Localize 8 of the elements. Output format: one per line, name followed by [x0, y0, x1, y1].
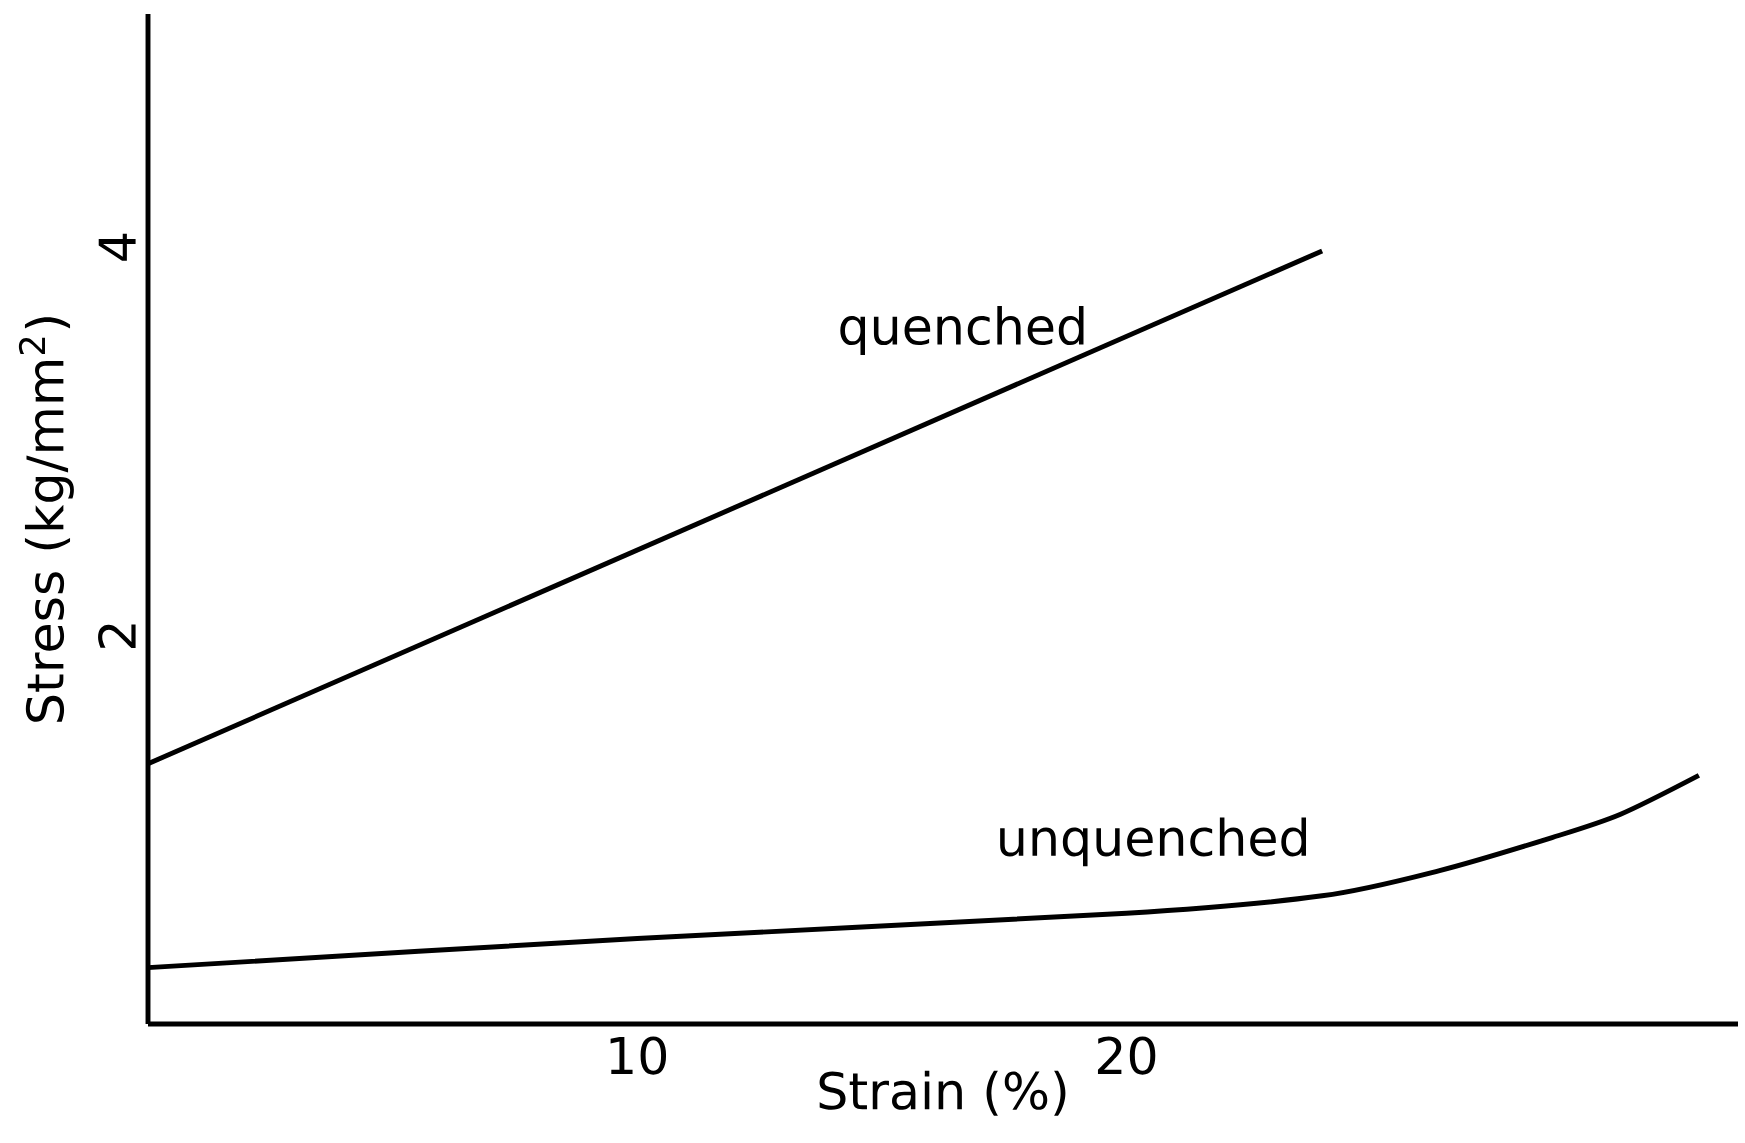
y-tick-label: 4 [98, 233, 136, 261]
x-tick-label: 10 [610, 1036, 667, 1075]
y-axis-title: Stress (kg/mm$^{2}$) [18, 317, 74, 722]
series-label: unquenched [1000, 817, 1307, 867]
x-tick-label: 20 [1097, 1036, 1156, 1075]
series-label: quenched [840, 305, 1084, 355]
y-tick-label: 2 [98, 624, 136, 648]
x-axis-title: Strain (%) [819, 1070, 1066, 1116]
